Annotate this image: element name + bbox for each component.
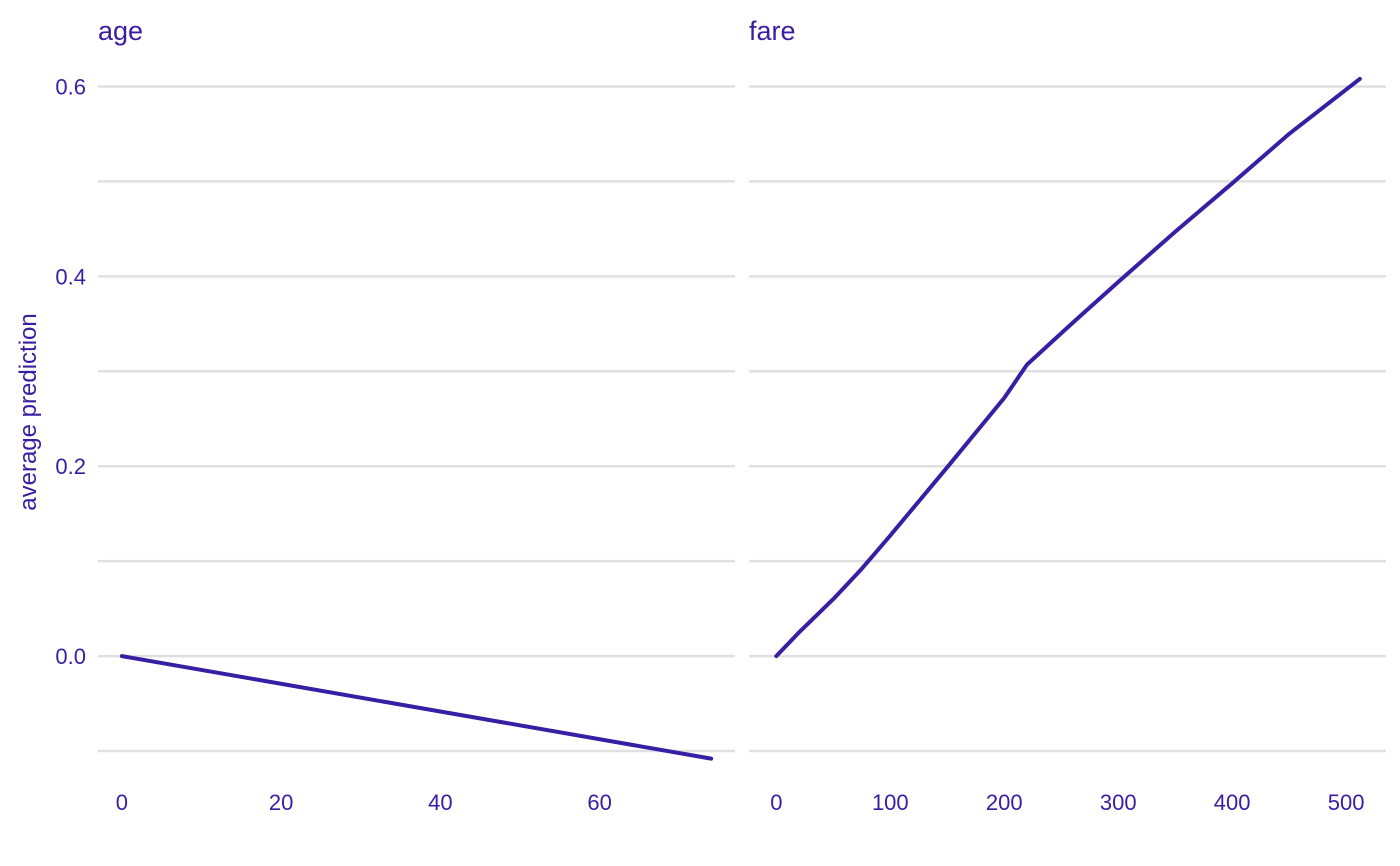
y-tick-label: 0.6 — [55, 74, 86, 99]
x-tick-label: 100 — [872, 790, 909, 815]
x-tick-label: 0 — [770, 790, 782, 815]
panel-title: age — [98, 16, 143, 46]
y-tick-label: 0.2 — [55, 454, 86, 479]
panel-fare: 0 100 200 300 400 500 fare — [749, 16, 1386, 815]
x-tick-label: 0 — [116, 790, 128, 815]
panel-age: 0.0 0.2 0.4 0.6 0 20 40 60 age — [55, 16, 735, 815]
x-tick-label: 200 — [986, 790, 1023, 815]
x-tick-label: 60 — [587, 790, 611, 815]
y-tick-label: 0.4 — [55, 264, 86, 289]
x-tick-label: 20 — [269, 790, 293, 815]
series-line — [774, 76, 1362, 659]
y-axis-title: average prediction — [15, 313, 42, 510]
x-tick-label: 400 — [1214, 790, 1251, 815]
y-tick-label: 0.0 — [55, 644, 86, 669]
series-line — [119, 654, 714, 761]
panel-title: fare — [749, 16, 796, 46]
x-tick-label: 300 — [1100, 790, 1137, 815]
x-tick-label: 40 — [428, 790, 452, 815]
x-tick-label: 500 — [1328, 790, 1365, 815]
